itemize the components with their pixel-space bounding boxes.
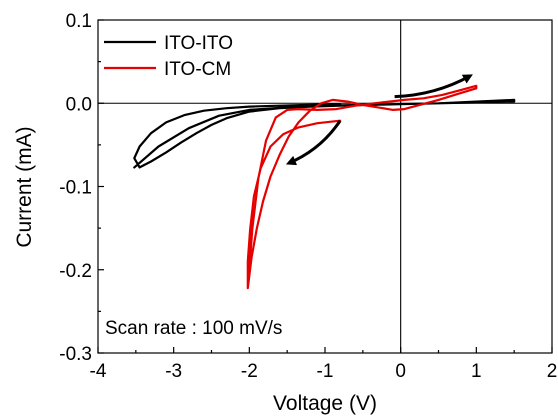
- legend-label-ito-ito: ITO-ITO: [164, 33, 233, 54]
- y-tick-label: -0.3: [59, 344, 92, 365]
- y-axis-title: Current (mA): [13, 126, 36, 247]
- legend-label-ito-cm: ITO-CM: [164, 59, 231, 80]
- scan-direction-arrow: [394, 74, 473, 99]
- series-line-ito-cm: [246, 84, 478, 290]
- series-group: [133, 84, 516, 290]
- x-tick-label: 2: [547, 361, 558, 382]
- x-tick-label: 1: [471, 361, 482, 382]
- series-line-ito-ito: [133, 98, 516, 169]
- scan-direction-arrow: [285, 119, 342, 166]
- x-tick-label: -2: [241, 361, 258, 382]
- scan-direction-arrows: [285, 74, 473, 166]
- y-tick-label: -0.2: [59, 261, 92, 282]
- x-tick-label: -4: [90, 361, 107, 382]
- y-tick-label: -0.1: [59, 178, 92, 199]
- scan-rate-annotation: Scan rate : 100 mV/s: [105, 318, 282, 339]
- x-tick-label: 0: [395, 361, 406, 382]
- x-tick-label: -3: [165, 361, 182, 382]
- y-tick-label: 0.0: [66, 94, 92, 115]
- legend: ITO-ITO ITO-CM: [104, 33, 233, 80]
- axis-tick-labels: -4 -3 -2 -1 0 1 2 -0.3 -0.2 -0.1 0.0 0.1: [59, 11, 557, 382]
- y-tick-label: 0.1: [66, 11, 92, 32]
- x-tick-label: -1: [317, 361, 334, 382]
- axis-ticks: [97, 19, 553, 354]
- x-axis-title: Voltage (V): [273, 392, 377, 415]
